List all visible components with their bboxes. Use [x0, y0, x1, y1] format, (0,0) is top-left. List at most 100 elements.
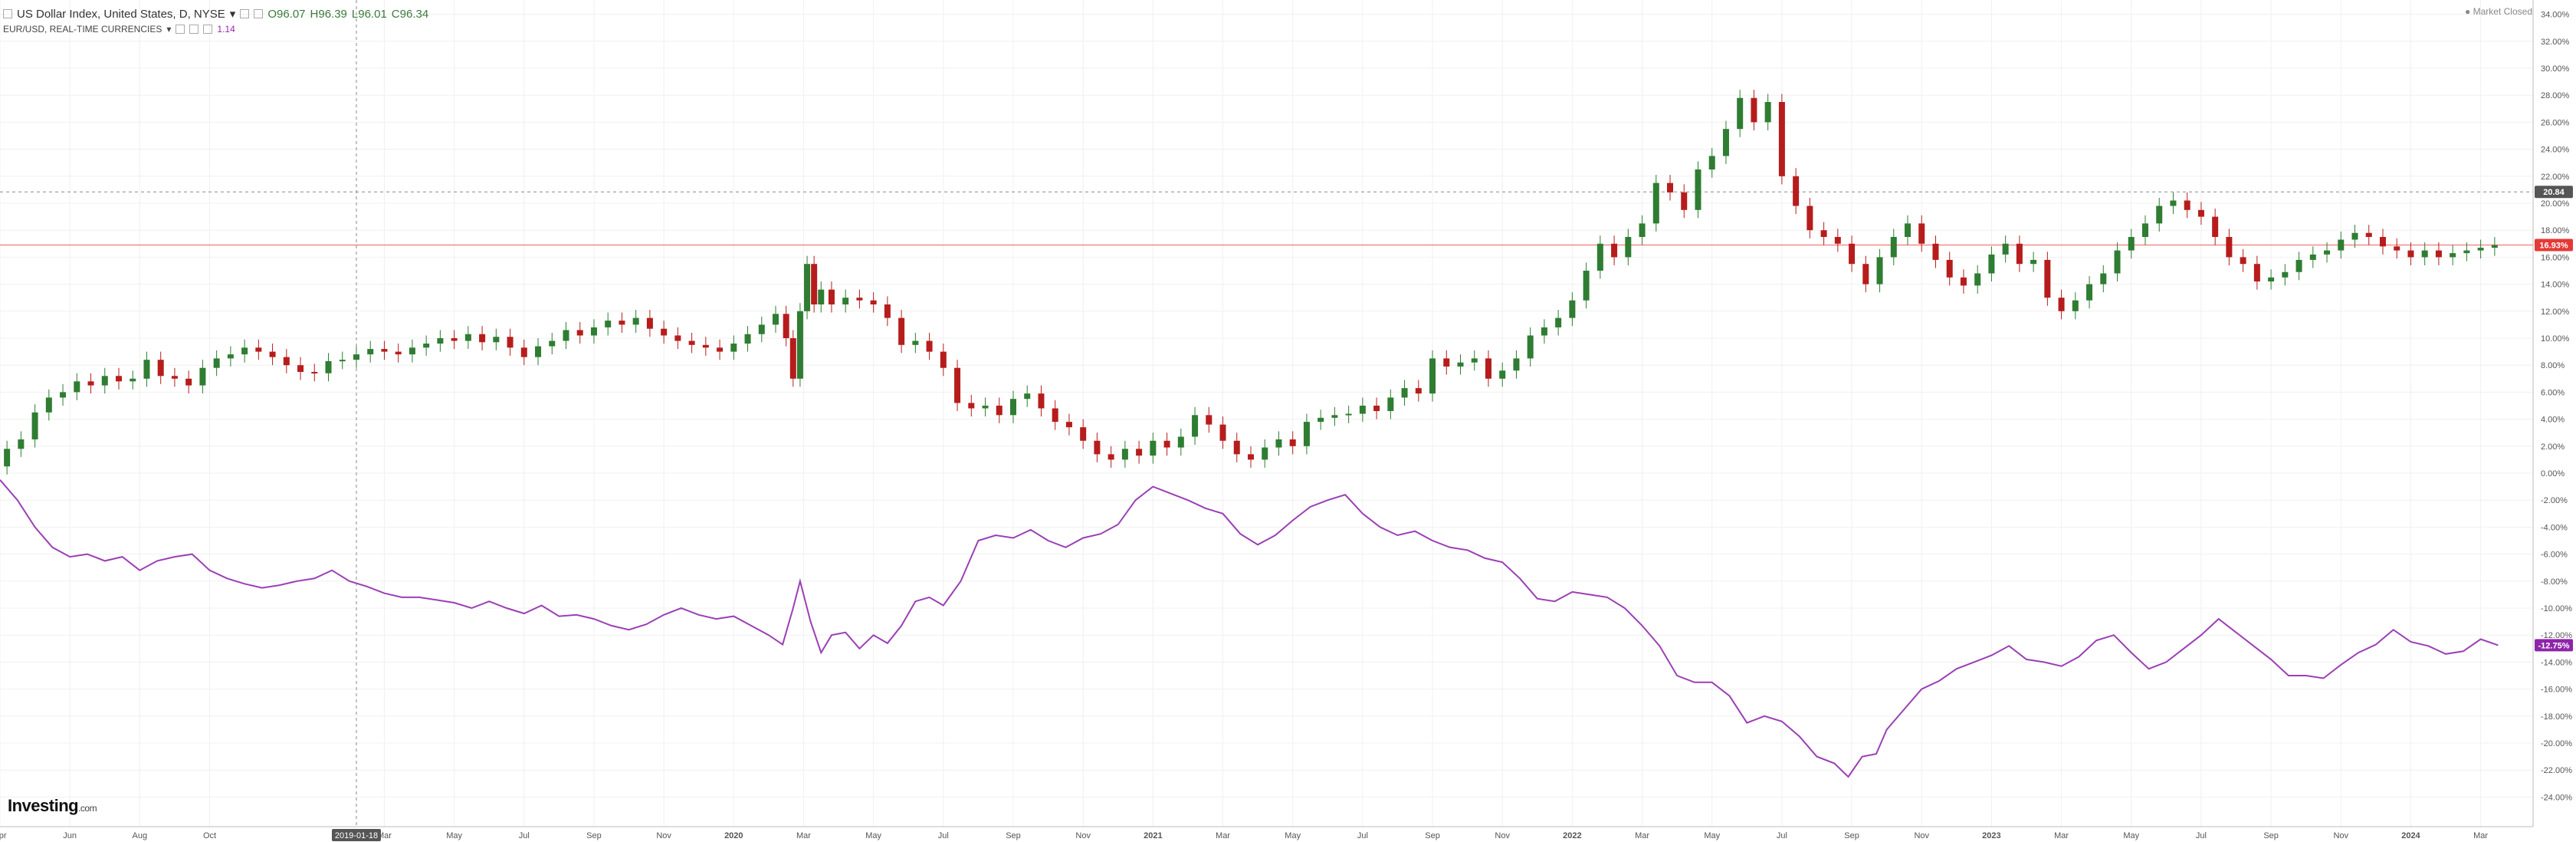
collapse-legend-icon[interactable]	[3, 9, 12, 18]
candle-body	[926, 340, 933, 352]
candle-body	[1080, 427, 1087, 441]
candle-body	[339, 360, 346, 362]
y-tick-label: -2.00%	[2541, 496, 2568, 505]
y-tick-label: 8.00%	[2541, 361, 2565, 370]
candle-body	[2072, 300, 2079, 311]
candle-body	[1233, 440, 1240, 455]
high-value: H96.39	[310, 7, 347, 21]
candle-body	[1793, 176, 1800, 206]
y-tick-label: 0.00%	[2541, 469, 2565, 479]
symbol-title: US Dollar Index, United States, D, NYSE	[17, 7, 225, 21]
y-tick-label: -16.00%	[2541, 686, 2572, 695]
candle-body	[773, 314, 779, 325]
candle-body	[31, 412, 38, 439]
candle-body	[423, 344, 430, 348]
candle-body	[2086, 284, 2093, 301]
candle-body	[884, 304, 891, 318]
y-tick-label: -8.00%	[2541, 577, 2568, 587]
candle-body	[227, 354, 234, 359]
x-tick-label: Jul	[519, 831, 530, 840]
candle-body	[2394, 246, 2400, 251]
candle-body	[1890, 237, 1897, 258]
crosshair-price-badge-text: 20.84	[2543, 188, 2565, 197]
x-tick-label: Nov	[1914, 831, 1929, 840]
candle-body	[1485, 358, 1491, 379]
usd-last-badge-text: 16.93%	[2539, 242, 2568, 251]
remove-icon[interactable]	[203, 25, 213, 34]
candle-body	[2141, 223, 2148, 237]
candle-body	[325, 360, 332, 373]
candle-body	[185, 378, 192, 386]
x-tick-label: Mar	[1635, 831, 1649, 840]
candle-body	[1262, 447, 1268, 460]
candle-body	[590, 327, 597, 336]
candle-body	[688, 340, 695, 345]
eye-icon[interactable]	[176, 25, 185, 34]
candle-body	[395, 351, 402, 355]
candle-body	[1849, 243, 1856, 265]
low-value: L96.01	[351, 7, 387, 21]
candle-body	[87, 381, 94, 386]
x-tick-label: Jul	[2196, 831, 2207, 840]
y-tick-label: 18.00%	[2541, 226, 2570, 235]
price-axis: 34.00% 32.00% 30.00% 28.00% 26.00% 24.00% 22.0…	[2532, 0, 2573, 827]
x-tick-label: Nov	[656, 831, 671, 840]
candle-body	[758, 324, 765, 334]
candle-body	[576, 330, 583, 336]
candle-body	[2435, 250, 2442, 258]
close-value: C96.34	[391, 7, 429, 21]
settings-icon[interactable]	[254, 9, 264, 18]
crosshair-price-badge	[2535, 186, 2573, 199]
settings-icon[interactable]	[189, 25, 199, 34]
chevron-down-icon[interactable]: ▾	[166, 24, 172, 35]
y-tick-label: 24.00%	[2541, 146, 2570, 155]
candle-body	[1764, 102, 1771, 123]
x-tick-label: Mar	[796, 831, 811, 840]
eye-icon[interactable]	[240, 9, 250, 18]
candle-body	[2365, 232, 2372, 237]
candle-body	[283, 357, 290, 366]
candle-body	[1918, 223, 1925, 244]
candle-body	[619, 321, 625, 325]
y-tick-label: 28.00%	[2541, 91, 2570, 100]
x-tick-label: Sep	[1425, 831, 1440, 840]
candle-body	[730, 344, 737, 352]
candle-body	[996, 406, 1003, 416]
x-tick-label: May	[446, 831, 462, 840]
candle-body	[1457, 362, 1464, 367]
candle-body	[535, 346, 542, 357]
candle-body	[1163, 440, 1170, 448]
candle-body	[255, 347, 262, 352]
candle-body	[1751, 97, 1757, 123]
candle-body	[2044, 259, 2051, 298]
candle-body	[1373, 406, 1380, 412]
candle-body	[563, 330, 569, 341]
candle-body	[1318, 417, 1324, 423]
chevron-down-icon[interactable]: ▾	[229, 8, 236, 21]
y-tick-label: 12.00%	[2541, 308, 2570, 317]
candle-body	[2351, 232, 2358, 240]
x-tick-label: May	[1285, 831, 1301, 840]
y-tick-label: 26.00%	[2541, 118, 2570, 127]
candle-body	[1387, 397, 1394, 412]
x-tick-label: 2021	[1144, 831, 1162, 840]
candle-body	[2100, 273, 2107, 285]
crosshair-date-badge	[331, 829, 381, 841]
candle-body	[1415, 388, 1422, 394]
candle-body	[632, 317, 639, 325]
candle-body	[241, 347, 248, 355]
candle-body	[4, 449, 11, 467]
candle-body	[1471, 358, 1478, 363]
y-tick-label: 20.00%	[2541, 199, 2570, 209]
candle-body	[2379, 237, 2386, 247]
candle-body	[717, 347, 724, 352]
candle-body	[74, 381, 80, 393]
candle-body	[982, 406, 989, 409]
plot-area	[0, 0, 2533, 827]
x-tick-label: Nov	[1495, 831, 1510, 840]
eurusd-last-badge-text: -12.75%	[2538, 641, 2570, 650]
candle-body	[1038, 393, 1045, 409]
candle-body	[2156, 206, 2163, 224]
candle-body	[674, 335, 681, 341]
